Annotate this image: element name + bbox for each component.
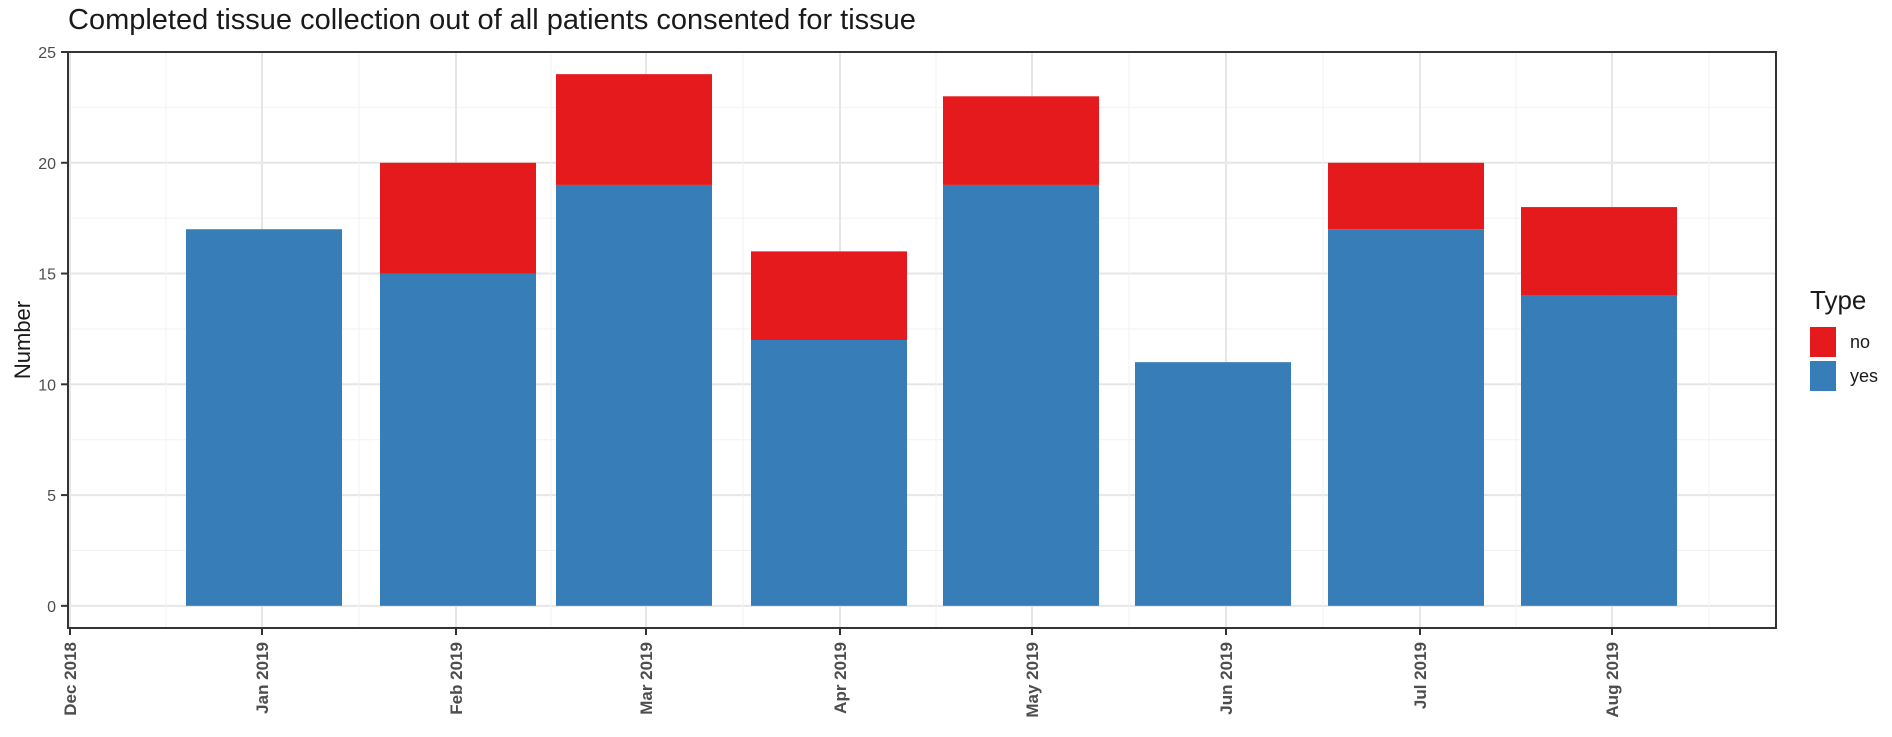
bars-layer	[186, 74, 1677, 606]
bar-yes-feb-2019	[380, 273, 536, 606]
legend-item-yes: yes	[1810, 361, 1878, 391]
y-tick-label: 5	[47, 488, 56, 505]
legend-item-no: no	[1810, 327, 1870, 357]
y-tick-label: 15	[38, 267, 56, 284]
chart-title: Completed tissue collection out of all p…	[68, 4, 916, 36]
x-tick-label: Aug 2019	[1603, 642, 1622, 718]
bar-no-may-2019	[943, 96, 1099, 185]
x-tick-label: Jul 2019	[1411, 642, 1430, 709]
x-tick-label: Dec 2018	[61, 642, 80, 716]
bar-no-feb-2019	[380, 162, 536, 274]
bar-yes-mar-2019	[556, 184, 712, 606]
x-tick-label: May 2019	[1023, 642, 1042, 718]
y-tick-label: 0	[47, 599, 56, 616]
y-tick-label: 20	[38, 156, 56, 173]
y-axis-title: Number	[10, 301, 35, 379]
x-tick-label: Jun 2019	[1217, 642, 1236, 715]
bar-no-aug-2019	[1521, 207, 1677, 296]
legend-swatch-no	[1810, 327, 1836, 357]
legend-title: Type	[1810, 285, 1867, 315]
bar-yes-apr-2019	[751, 340, 907, 606]
legend-swatch-yes	[1810, 361, 1836, 391]
bar-no-jul-2019	[1328, 162, 1484, 230]
bar-yes-jun-2019	[1135, 362, 1291, 606]
legend-label-no: no	[1850, 331, 1871, 352]
y-tick-label: 25	[38, 45, 56, 62]
bar-yes-may-2019	[943, 184, 1099, 606]
legend-label-yes: yes	[1850, 365, 1879, 386]
bar-yes-jan-2019	[186, 229, 342, 606]
x-tick-label: Apr 2019	[831, 642, 850, 714]
axis-layer: 0 5 10 15 20 25 Dec 2018 Jan 2019 Feb 2019 Mar 20…	[10, 45, 1622, 718]
x-tick-label: Jan 2019	[253, 642, 272, 714]
x-tick-label: Feb 2019	[447, 642, 466, 715]
bar-no-apr-2019	[751, 251, 907, 340]
bar-yes-aug-2019	[1521, 295, 1677, 606]
panel-border	[67, 51, 1777, 629]
bar-yes-jul-2019	[1328, 229, 1484, 606]
y-tick-label: 10	[38, 377, 56, 394]
x-tick-label: Mar 2019	[637, 642, 656, 715]
bar-no-mar-2019	[556, 74, 712, 185]
